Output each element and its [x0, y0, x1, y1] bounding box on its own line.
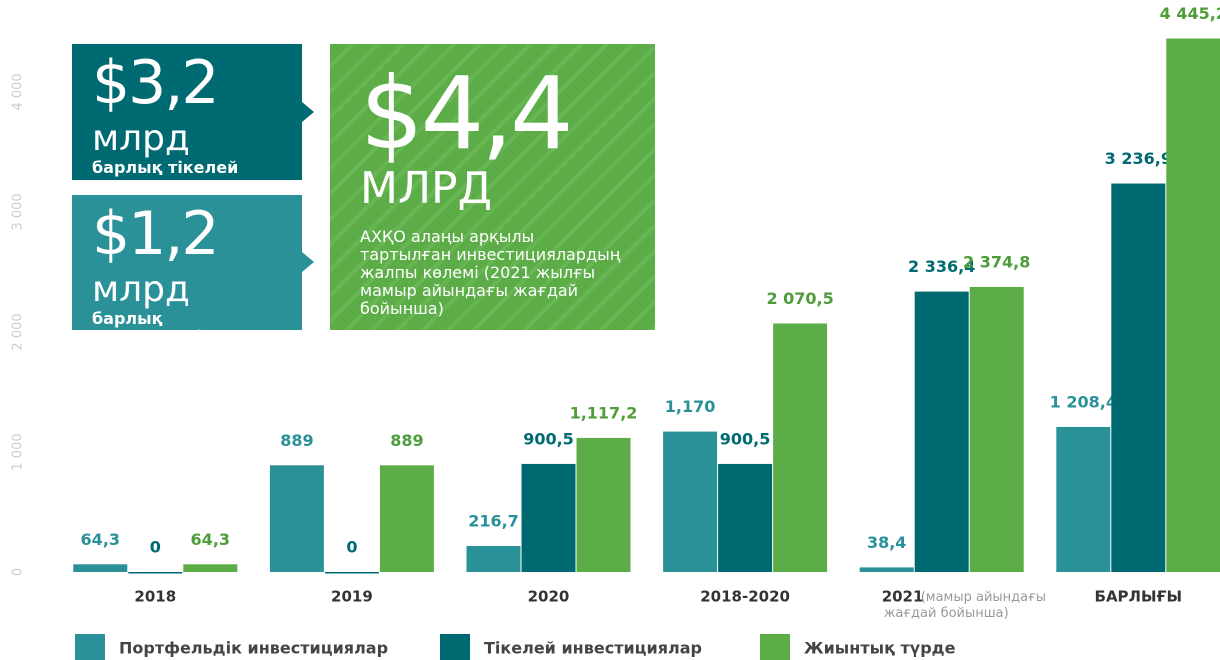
bar: [663, 431, 718, 572]
bar: [1166, 38, 1220, 572]
callout-unit: млрд: [92, 118, 190, 159]
value-label: 1,117,2: [570, 403, 638, 422]
callout-amount: $4,4: [360, 55, 574, 172]
bar: [466, 545, 521, 572]
legend-swatch: [760, 634, 790, 660]
bar: [269, 465, 324, 572]
bar: [576, 437, 631, 572]
legend-label: Тікелей инвестициялар: [484, 639, 702, 658]
x-tick-label: 2018-2020: [700, 588, 790, 606]
value-label: 4 445,2: [1160, 4, 1220, 23]
value-label: 3 236,9: [1105, 149, 1172, 168]
value-label: 216,7: [468, 511, 519, 530]
value-label: 2 070,5: [766, 289, 833, 308]
callout-unit: млрд: [92, 269, 190, 310]
callout-amount: $3,2: [92, 48, 220, 118]
callout-amount: $1,2: [92, 199, 220, 269]
bar: [128, 572, 183, 574]
legend-swatch: [75, 634, 105, 660]
bar: [1111, 183, 1166, 572]
value-label: 889: [280, 431, 313, 450]
value-label: 0: [346, 538, 357, 557]
x-tick-label: 2020: [528, 588, 570, 606]
bar: [73, 564, 128, 572]
bar: [718, 463, 773, 572]
value-label: 38,4: [867, 533, 906, 552]
bar: [969, 286, 1024, 572]
legend-label: Портфельдік инвестициялар: [119, 639, 388, 658]
value-label: 0: [150, 538, 161, 557]
y-tick-label: 1 000: [11, 433, 26, 470]
x-tick-label: 2018: [134, 588, 176, 606]
y-tick-label: 4 000: [11, 73, 26, 110]
callout-text: барлық тікелей инвестициялар: [92, 158, 239, 195]
legend-swatch: [440, 634, 470, 660]
value-label: 900,5: [720, 429, 771, 448]
callout-total: $4,4 МЛРД АХҚО алаңы арқылы тартылған ин…: [330, 44, 655, 330]
bar: [521, 463, 576, 572]
bar: [773, 323, 828, 572]
value-label: 64,3: [191, 530, 230, 549]
value-label: 1 208,4: [1050, 392, 1117, 411]
bar: [324, 572, 379, 574]
legend-label: Жиынтық түрде: [804, 639, 956, 658]
value-label: 64,3: [81, 530, 120, 549]
bar: [379, 465, 434, 572]
y-tick-label: 0: [11, 568, 26, 576]
callout-text: барлық портфельдік инвестициялар: [92, 309, 233, 364]
callout-direct: $3,2 млрд барлық тікелей инвестициялар: [72, 44, 302, 195]
value-label: 1,170: [665, 397, 716, 416]
arrow: [302, 252, 314, 272]
value-label: 2 336,4: [908, 257, 975, 276]
x-tick-label: БАРЛЫҒЫ: [1095, 588, 1183, 606]
x-tick-label: 2019: [331, 588, 373, 606]
value-label: 889: [390, 431, 423, 450]
bar: [183, 564, 238, 572]
y-tick-label: 3 000: [11, 193, 26, 230]
y-tick-label: 2 000: [11, 313, 26, 350]
category-note: (мамыр айындағы жағдай бойынша): [884, 590, 1046, 621]
x-tick-label: 2021: [882, 588, 924, 606]
bar: [914, 291, 969, 572]
bar: [1056, 426, 1111, 572]
bar: [859, 567, 914, 572]
callout-portfolio: $1,2 млрд барлық портфельдік инвестициял…: [72, 195, 302, 364]
callout-unit: МЛРД: [360, 163, 492, 214]
arrow: [302, 102, 314, 122]
callout-text: АХҚО алаңы арқылы тартылған инвестицияла…: [360, 227, 621, 318]
value-label: 2 374,8: [963, 252, 1030, 271]
value-label: 900,5: [523, 429, 574, 448]
